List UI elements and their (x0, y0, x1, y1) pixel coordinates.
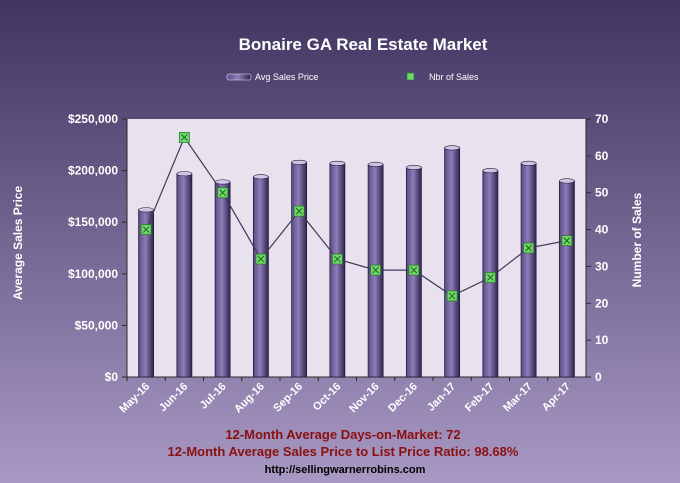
left-tick-label: $50,000 (75, 318, 119, 332)
legend-swatch-marker (406, 72, 415, 81)
bar (520, 160, 537, 378)
bar (444, 145, 461, 378)
bar (214, 179, 231, 378)
bar (176, 171, 193, 378)
sales-marker (408, 264, 420, 276)
nbr-of-sales-line (145, 136, 567, 297)
y-axis-left-label: Average Sales Price (11, 186, 25, 301)
left-tick-label: $100,000 (68, 267, 118, 281)
legend-swatch-bar (226, 73, 252, 81)
right-tick-label: 10 (595, 333, 609, 347)
legend-label-avg-sales-price: Avg Sales Price (255, 72, 318, 82)
right-tick-label: 40 (595, 223, 609, 237)
sales-marker (370, 264, 382, 276)
right-tick-label: 60 (595, 149, 609, 163)
sales-marker (484, 272, 496, 283)
chart-title: Bonaire GA Real Estate Market (239, 35, 488, 54)
plot-area (127, 119, 586, 377)
right-tick-label: 70 (595, 112, 609, 126)
bar (558, 178, 575, 378)
bar (138, 207, 155, 378)
sales-marker (523, 242, 535, 254)
bar (252, 174, 269, 378)
footer-days-on-market: 12-Month Average Days-on-Market: 72 (225, 427, 460, 442)
footer-url[interactable]: http://sellingwarnerrobins.com (265, 464, 426, 476)
sales-marker (561, 235, 573, 247)
sales-marker (446, 290, 458, 302)
sales-marker (178, 132, 190, 143)
y-axis-right-label: Number of Sales (630, 192, 644, 287)
legend-label-nbr-of-sales: Nbr of Sales (429, 72, 479, 82)
sales-marker (140, 224, 152, 235)
right-axis-ticks: 0 10 20 30 40 50 60 70 (586, 112, 609, 384)
bar-series (138, 145, 575, 378)
left-tick-label: $0 (105, 370, 119, 384)
left-tick-label: $200,000 (68, 164, 118, 178)
sales-marker (255, 253, 267, 265)
right-tick-label: 30 (595, 259, 609, 273)
left-tick-label: $150,000 (68, 215, 118, 229)
line-series (140, 132, 573, 302)
footer-price-ratio: 12-Month Average Sales Price to List Pri… (168, 444, 519, 459)
left-axis-ticks: $0 $50,000 $100,000 $150,000 $200,000 $250,00… (68, 112, 127, 384)
right-tick-label: 0 (595, 370, 602, 384)
bar (329, 160, 346, 378)
right-tick-label: 50 (595, 186, 609, 200)
legend: Avg Sales Price Nbr of Sales (226, 72, 479, 82)
sales-marker (293, 205, 305, 217)
right-tick-label: 20 (595, 296, 609, 310)
left-tick-label: $250,000 (68, 112, 118, 126)
bar (291, 159, 308, 378)
sales-marker (217, 187, 229, 199)
sales-marker (331, 253, 343, 265)
